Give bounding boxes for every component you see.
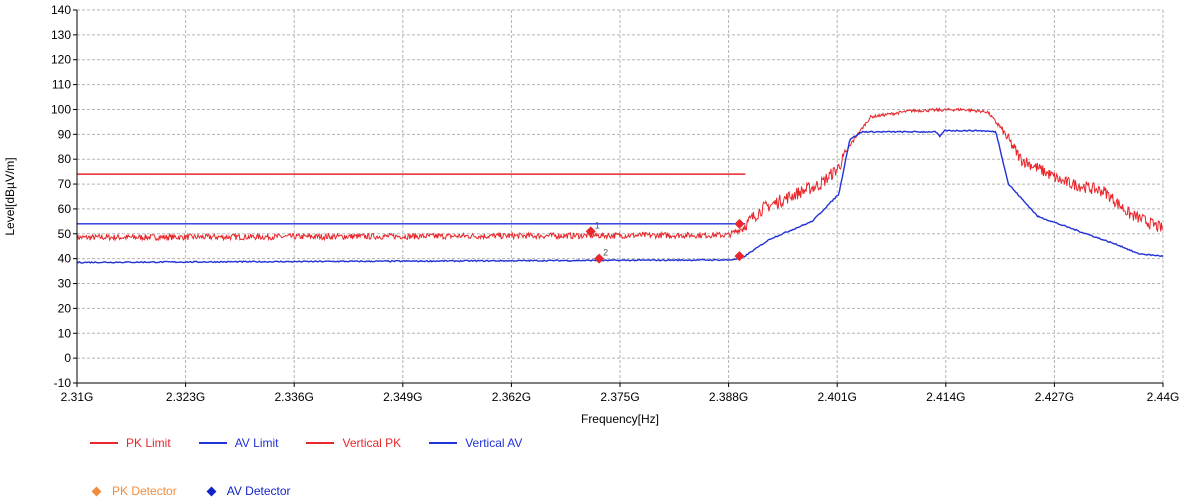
legend-label: Vertical PK	[342, 436, 402, 450]
legend-line-swatch	[429, 442, 458, 444]
y-tick-label: 20	[58, 301, 72, 315]
y-tick-label: 30	[58, 277, 72, 291]
y-tick-label: 80	[58, 152, 72, 166]
marker-number-label: 2	[603, 248, 608, 258]
x-tick-label: 2.44G	[1147, 390, 1180, 404]
vertical-pk-line	[76, 107, 1164, 242]
x-tick-label: 2.427G	[1035, 390, 1074, 404]
y-tick-label: 90	[58, 127, 72, 141]
legend-item-vertical-pk: Vertical PK	[306, 436, 401, 450]
x-tick-label: 2.362G	[492, 390, 531, 404]
y-tick-label: 40	[58, 252, 72, 266]
x-tick-label: 2.336G	[275, 390, 314, 404]
x-tick-label: 2.31G	[61, 390, 94, 404]
av-detector-marker	[594, 253, 605, 264]
legend-item-av-limit: AV Limit	[198, 436, 279, 450]
x-tick-label: 2.375G	[600, 390, 639, 404]
y-tick-label: 120	[51, 53, 71, 67]
y-tick-label: 60	[58, 202, 72, 216]
x-tick-label: 2.323G	[166, 390, 205, 404]
legend-diamond-icon	[91, 486, 102, 496]
x-tick-label: 2.414G	[926, 390, 965, 404]
x-tick-labels: 2.31G 2.323G 2.336G 2.349G 2.362G 2.375G 2.388…	[61, 390, 1180, 404]
y-tick-label: -10	[54, 376, 72, 390]
detector-markers: 12	[585, 218, 745, 264]
x-tick-label: 2.349G	[383, 390, 422, 404]
legend-diamond-icon	[206, 486, 217, 496]
y-tick-label: 130	[51, 28, 71, 42]
y-tick-label: 110	[52, 78, 71, 92]
y-tick-label: 100	[51, 102, 71, 116]
y-tick-label: 140	[51, 3, 71, 17]
x-tick-label: 2.401G	[818, 390, 857, 404]
marker-number-label: 1	[595, 220, 600, 230]
legend-line-swatch	[306, 442, 335, 444]
legend-label: Vertical AV	[465, 436, 523, 450]
grid	[73, 9, 1164, 387]
legend-lines: PK Limit AV Limit Vertical PK Vertical AV	[90, 436, 550, 450]
y-tick-label: 70	[58, 177, 72, 191]
legend-item-pk-detector: PK Detector	[90, 484, 177, 498]
legend-label: AV Detector	[226, 484, 291, 498]
av-detector-marker	[734, 251, 745, 262]
series-lines	[76, 107, 1164, 264]
pk-detector-marker	[734, 218, 745, 229]
legend-line-swatch	[90, 442, 118, 444]
emission-chart: -10 0 10 20 30 40 50 60 70 80 90 100 110 120 130 140 2.…	[3, 3, 1180, 426]
pk-detector-marker	[585, 226, 596, 237]
y-axis-label: Level[dBµV/m]	[3, 157, 17, 235]
y-tick-label: 50	[58, 227, 72, 241]
x-tick-label: 2.388G	[709, 390, 748, 404]
legend-label: AV Limit	[234, 436, 279, 450]
x-axis-label: Frequency[Hz]	[581, 412, 659, 426]
legend-item-av-detector: AV Detector	[205, 484, 291, 498]
legend-label: PK Limit	[126, 436, 171, 450]
y-tick-label: 10	[58, 326, 72, 340]
y-tick-labels: -10 0 10 20 30 40 50 60 70 80 90 100 110 120 130 140	[51, 3, 71, 390]
y-tick-label: 0	[64, 351, 71, 365]
legend-label: PK Detector	[112, 484, 177, 498]
legend-markers: PK Detector AV Detector	[90, 484, 319, 498]
legend-item-vertical-av: Vertical AV	[429, 436, 522, 450]
legend-item-pk-limit: PK Limit	[90, 436, 171, 450]
legend-line-swatch	[198, 442, 227, 444]
vertical-av-line	[76, 129, 1164, 264]
